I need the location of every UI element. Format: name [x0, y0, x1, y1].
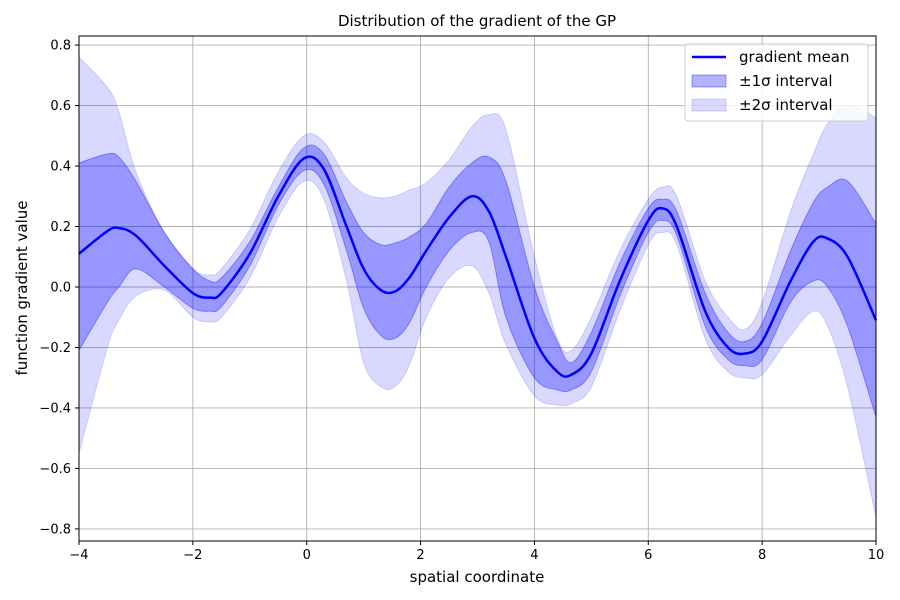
legend-band2-swatch: [691, 98, 727, 112]
x-tick-label: 6: [644, 548, 652, 563]
plot-area: [78, 36, 878, 541]
band-2sigma: [78, 55, 877, 517]
legend-label-band1: ±1σ interval: [739, 72, 833, 90]
x-axis-ticks: −4 −2 0 2 4 6 8 10: [69, 541, 884, 563]
band-1sigma: [78, 144, 877, 418]
legend-frame: [684, 43, 869, 122]
y-tick-label: 0.2: [50, 220, 71, 235]
y-tick-label: 0.6: [50, 99, 71, 114]
legend-label-band2: ±2σ interval: [739, 96, 833, 114]
y-axis-ticks: −0.8 −0.6 −0.4 −0.2 0.0 0.2 0.4 0.6 0.8: [39, 39, 79, 537]
y-tick-label: 0.0: [50, 280, 71, 295]
legend-label-mean: gradient mean: [739, 48, 850, 66]
x-tick-label: −4: [69, 548, 88, 563]
gradient-mean-line: [78, 155, 878, 378]
x-tick-label: 8: [758, 548, 766, 563]
chart-title: Distribution of the gradient of the GP: [338, 12, 616, 30]
x-tick-label: 0: [303, 548, 311, 563]
y-tick-label: −0.4: [39, 401, 71, 416]
y-tick-label: −0.2: [39, 341, 71, 356]
x-tick-label: 4: [530, 548, 538, 563]
legend: gradient mean ±1σ interval ±2σ interval: [684, 43, 869, 122]
axes-frame: [78, 35, 877, 542]
mean-line-layer: [78, 155, 878, 378]
y-tick-label: −0.6: [39, 462, 71, 477]
y-axis-label: function gradient value: [13, 201, 31, 376]
band-2sigma-layer: [78, 55, 877, 517]
x-tick-label: 2: [416, 548, 424, 563]
band-1sigma-layer: [78, 144, 877, 418]
x-tick-label: 10: [868, 548, 885, 563]
x-tick-label: −2: [183, 548, 202, 563]
y-tick-label: −0.8: [39, 522, 71, 537]
legend-band1-swatch: [691, 74, 727, 88]
y-tick-label: 0.4: [50, 160, 71, 175]
x-axis-label: spatial coordinate: [410, 568, 545, 586]
y-tick-label: 0.8: [50, 39, 71, 54]
